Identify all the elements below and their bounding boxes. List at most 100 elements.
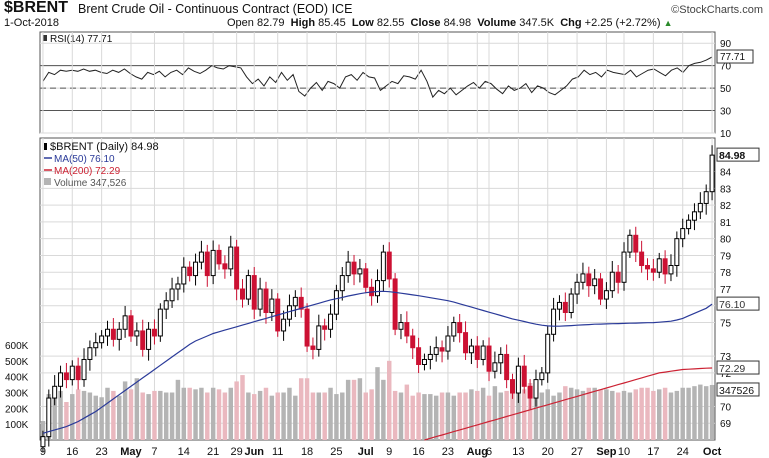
candlestick [451, 316, 457, 342]
volume-last-value-label: 347526 [719, 385, 754, 397]
volume-bar [504, 390, 509, 440]
candlestick [686, 214, 692, 235]
volume-bar [310, 392, 316, 440]
candle-body [345, 261, 351, 277]
volume-bar [392, 390, 398, 440]
candlestick [75, 357, 81, 390]
candlestick [210, 240, 216, 285]
candlestick [357, 258, 363, 283]
candle-body [322, 325, 328, 330]
rsi-legend: RSI(14) 77.71 [50, 34, 113, 45]
candle-body [562, 301, 568, 313]
candlestick [175, 276, 181, 301]
candlestick [169, 277, 175, 308]
candle-body [281, 318, 287, 332]
candlestick [645, 258, 650, 281]
x-axis-tick-label: 14 [178, 446, 190, 458]
candlestick [146, 322, 152, 361]
ma50-last-value-box [716, 296, 760, 311]
candle-body [463, 332, 469, 354]
x-axis-tick-label: 20 [542, 446, 554, 458]
volume-bar [475, 390, 480, 440]
x-axis-tick-label: 9 [386, 446, 392, 458]
candle-body [709, 154, 715, 193]
x-axis-tick-label: 7 [151, 446, 157, 458]
volume-bar [93, 395, 98, 440]
candle-body [433, 347, 439, 355]
volume-bar [169, 392, 175, 440]
chg-value: +2.25 (+2.72%) [584, 17, 661, 29]
volume-bar [199, 387, 204, 440]
volume-bar [216, 389, 222, 440]
volume-bar [463, 392, 468, 440]
candlestick [609, 260, 615, 298]
candlestick [380, 244, 386, 292]
candle-body [175, 283, 181, 290]
candlestick [498, 347, 504, 375]
rsi-legend-swatch [43, 35, 47, 41]
ma50-last-value-label: 76.10 [719, 299, 745, 311]
candlestick [234, 239, 240, 301]
price-axis-tick-label: 84 [720, 168, 732, 179]
candle-body [351, 261, 357, 275]
volume-bar [263, 387, 269, 440]
high-label: High [290, 17, 316, 29]
volume-bar [398, 392, 404, 440]
candlestick [110, 318, 116, 347]
candlestick [63, 362, 69, 389]
candle-body [198, 251, 204, 263]
candle-body [339, 275, 345, 292]
candlestick [163, 292, 169, 320]
rsi-axis-tick-label: 90 [720, 39, 732, 50]
volume-bar [651, 390, 656, 440]
candlestick [433, 336, 439, 362]
candle-body [292, 296, 298, 307]
price-axis-tick-label: 77 [720, 285, 732, 296]
volume-bar [645, 387, 650, 440]
stockcharts-brand[interactable]: ©StockCharts.com [671, 4, 763, 16]
rsi-axis-tick-label: 50 [720, 84, 732, 95]
rsi-axis-tick-label: 10 [720, 129, 732, 140]
x-axis-tick-label: 27 [571, 446, 583, 458]
candle-body [598, 278, 604, 300]
candle-body [122, 315, 128, 330]
candle-body [310, 345, 316, 350]
volume-bar [175, 379, 181, 440]
candlestick [322, 318, 328, 341]
candle-body [146, 328, 152, 350]
rsi-panel-frame [39, 31, 716, 134]
candlestick [58, 365, 64, 398]
volume-bar [551, 395, 556, 440]
volume-bar [99, 397, 104, 440]
volume-bar [287, 387, 292, 440]
x-axis-tick-label: 16 [66, 446, 78, 458]
price-axis-tick-label: 81 [720, 218, 732, 229]
candle-body [451, 322, 457, 337]
candlestick [193, 253, 199, 286]
candle-body [40, 436, 46, 448]
candle-body [416, 347, 422, 366]
volume-bar [604, 389, 609, 440]
volume-bar [598, 389, 603, 440]
candlestick [333, 284, 339, 321]
x-axis-tick-label: Jun [244, 446, 264, 458]
candlestick [545, 325, 551, 383]
candle-body [668, 265, 674, 275]
candle-body [263, 288, 269, 313]
volume-bar [228, 387, 233, 440]
candle-body [468, 345, 474, 354]
ohlc-summary: Open 82.79 High 85.45 Low 82.55 Close 84… [227, 17, 672, 29]
candle-body [69, 365, 75, 381]
candlestick [81, 348, 87, 387]
x-axis-tick-label: Oct [703, 446, 722, 458]
ma200-last-value-box [716, 360, 760, 375]
price-axis-tick-label: 73 [720, 352, 732, 363]
volume-bar [40, 421, 46, 440]
volume-bar [480, 387, 486, 440]
price-axis-tick-label: 70 [720, 402, 732, 413]
x-axis-tick-label: May [120, 446, 142, 458]
candle-body [157, 308, 163, 337]
candlestick [345, 250, 351, 283]
candle-body [99, 335, 105, 344]
